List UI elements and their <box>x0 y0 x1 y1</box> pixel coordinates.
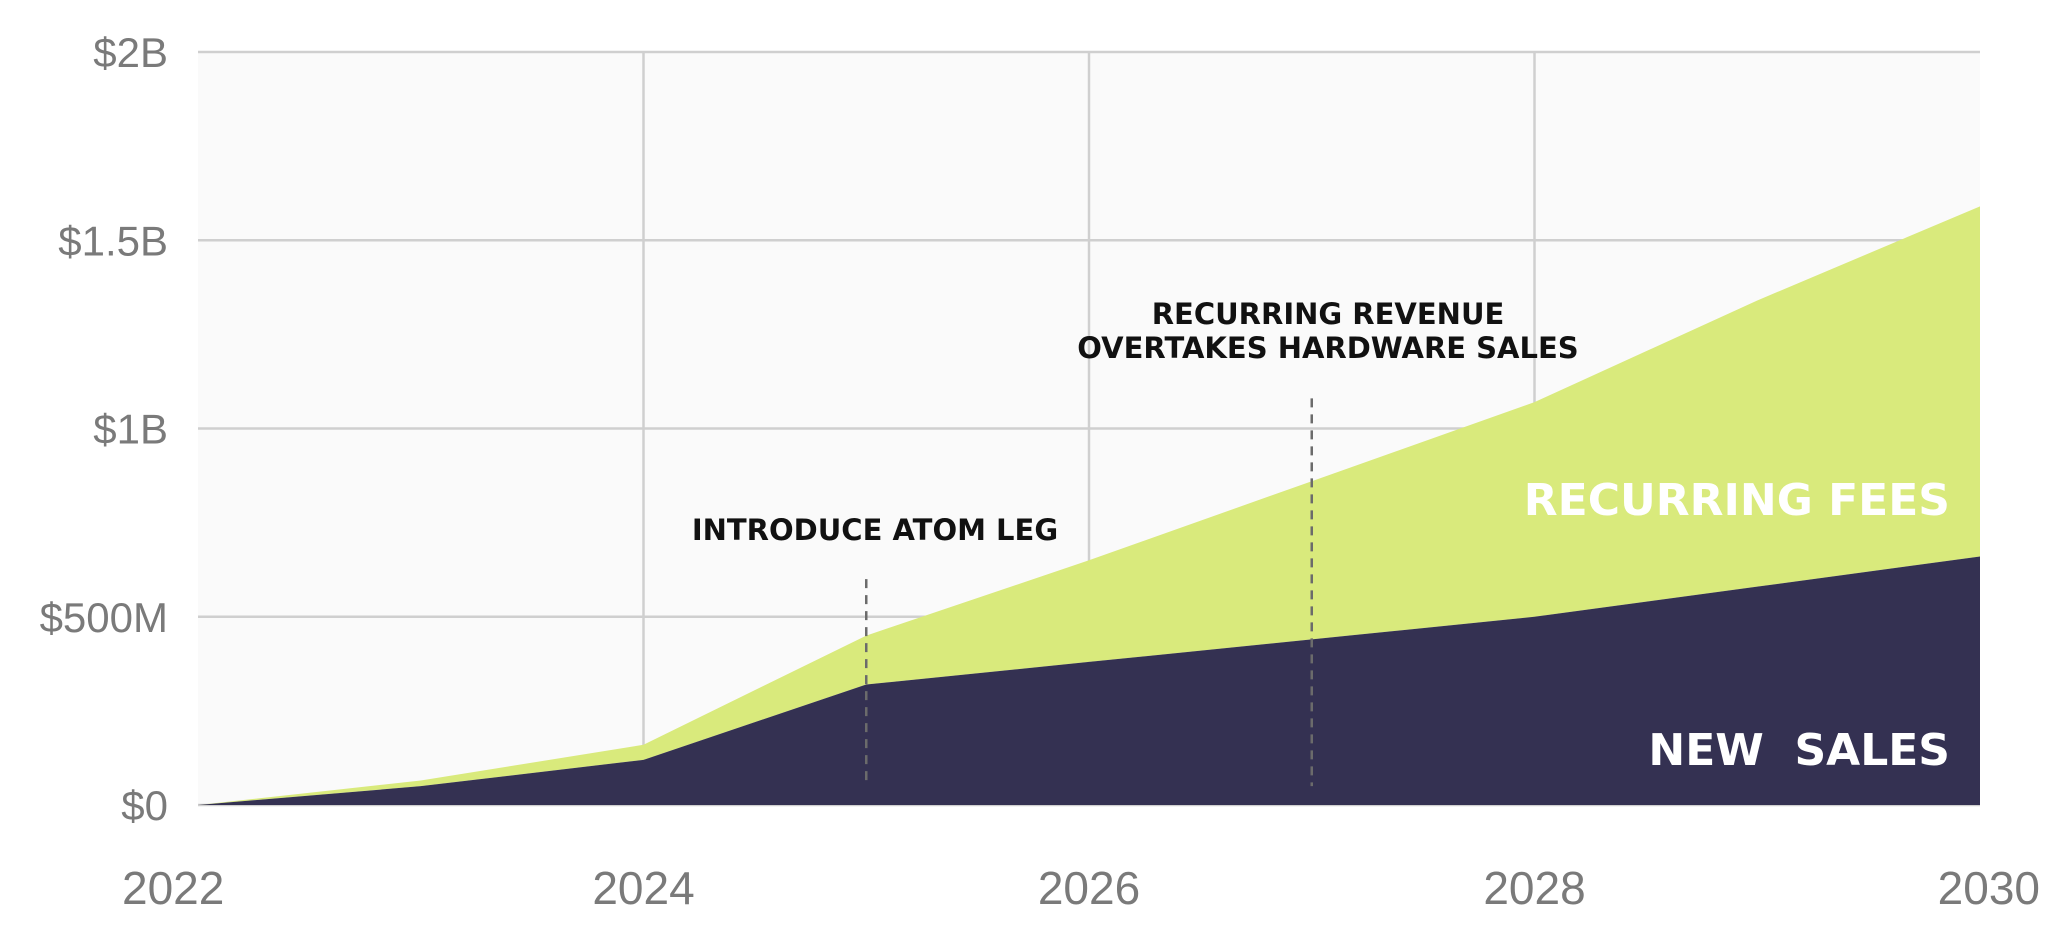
x-tick-label: 2024 <box>592 862 694 914</box>
x-axis-ticks: 2022 2024 2026 2028 2030 <box>122 862 2040 914</box>
series-label-new-sales: NEW SALES <box>1648 725 1950 776</box>
y-tick-label: $1.5B <box>58 217 168 264</box>
y-tick-label: $2B <box>93 29 168 76</box>
annotation-markers <box>865 398 1313 787</box>
area-new-sales <box>198 556 1980 805</box>
area-series <box>198 206 1980 806</box>
annotation-recurring-line-1: RECURRING REVENUE <box>1152 297 1505 331</box>
y-tick-label: $1B <box>93 406 168 453</box>
x-tick-label: 2028 <box>1483 862 1585 914</box>
y-tick-label: $0 <box>121 782 168 829</box>
x-tick-label: 2030 <box>1938 862 2040 914</box>
annotation-recurring-line-2: OVERTAKES HARDWARE SALES <box>1077 331 1578 365</box>
area-recurring-fees <box>198 206 1980 806</box>
annotation-atom-leg: INTRODUCE ATOM LEG <box>692 513 1058 547</box>
series-label-recurring-fees: RECURRING FEES <box>1524 475 1950 526</box>
y-tick-label: $500M <box>40 594 168 641</box>
x-tick-label: 2026 <box>1038 862 1140 914</box>
y-axis-ticks: $0 $500M $1B $1.5B $2B <box>40 29 168 829</box>
x-tick-label: 2022 <box>122 862 224 914</box>
